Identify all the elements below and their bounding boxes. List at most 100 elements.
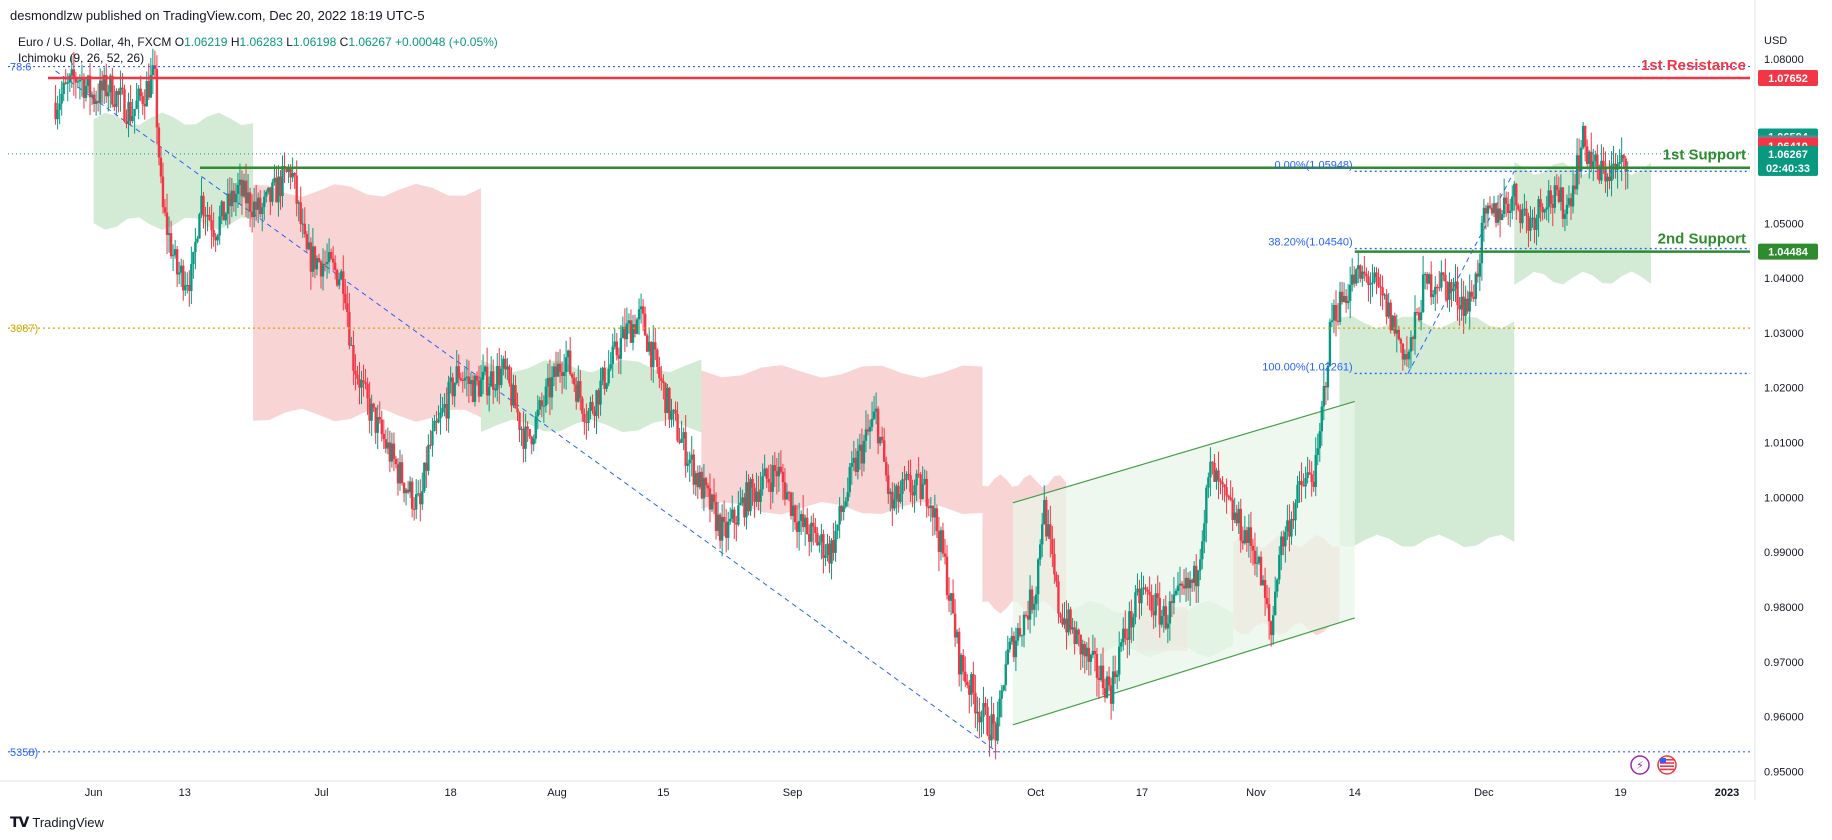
candle-body xyxy=(1134,592,1137,618)
candle-body xyxy=(96,100,100,103)
candle-body xyxy=(1124,628,1127,639)
candle-body xyxy=(996,717,999,741)
candle-body xyxy=(1091,650,1095,655)
candle-body xyxy=(1624,158,1627,172)
candle-body xyxy=(1553,185,1556,208)
candle-body xyxy=(1513,183,1516,197)
candle-body xyxy=(1296,484,1299,503)
candle-body xyxy=(1466,298,1469,312)
candle-body xyxy=(1474,273,1477,299)
candle-body xyxy=(1502,197,1506,215)
candle-body xyxy=(968,685,971,695)
candle-body xyxy=(731,509,734,519)
candle-body xyxy=(625,323,629,340)
candle-body xyxy=(265,191,268,197)
candle-body xyxy=(500,368,503,386)
candle-body xyxy=(692,454,695,485)
candle-body xyxy=(111,75,114,105)
candle-body xyxy=(779,466,783,472)
candle-body xyxy=(1211,461,1214,463)
candle-body xyxy=(1515,183,1518,206)
candle-body xyxy=(485,366,489,396)
candle-body xyxy=(962,654,965,672)
fib-retracement-label: 100.00%(1.02261) xyxy=(1262,361,1353,373)
candle-body xyxy=(1201,541,1204,560)
candle-body xyxy=(672,409,675,411)
candle-body xyxy=(1081,644,1084,655)
ichimoku-legend[interactable]: Ichimoku (9, 26, 52, 26) xyxy=(18,51,145,65)
candle-body xyxy=(1288,520,1291,537)
candle-body xyxy=(66,82,69,84)
candle-body xyxy=(520,428,523,430)
candle-body xyxy=(566,350,570,358)
low-label: L xyxy=(286,35,293,49)
fib-retracement-layer: 0.00%(1.05948) 38.20%(1.04540) 100.00%(1.0… xyxy=(8,153,1750,375)
tradingview-branding[interactable]: 𝗧𝗩 TradingView xyxy=(10,814,104,831)
candle-body xyxy=(390,443,394,462)
candle-body xyxy=(844,501,847,507)
candle-body xyxy=(678,440,681,443)
candle-body xyxy=(1286,520,1289,532)
candle-body xyxy=(1324,386,1328,388)
candle-body xyxy=(595,390,598,417)
candle-body xyxy=(562,372,566,377)
candle-body xyxy=(1427,274,1431,284)
candle-body xyxy=(157,127,161,158)
candle-body xyxy=(1020,635,1024,637)
candle-body xyxy=(483,366,487,372)
candle-body xyxy=(656,349,659,367)
candle-body xyxy=(1205,487,1208,524)
candle-body xyxy=(1146,589,1149,592)
candle-body xyxy=(686,463,689,466)
candle-body xyxy=(78,79,82,82)
symbol-name[interactable]: Euro / U.S. Dollar, 4h, FXCM xyxy=(18,35,172,49)
candle-body xyxy=(1195,565,1198,587)
candle-body xyxy=(554,366,558,377)
candle-body xyxy=(771,465,774,492)
lightning-event-icon[interactable] xyxy=(1630,755,1650,775)
candle-body xyxy=(785,492,789,500)
candle-body xyxy=(1419,312,1423,321)
candle-body xyxy=(1190,579,1194,583)
candle-body xyxy=(329,251,333,259)
candle-body xyxy=(1430,274,1433,298)
candle-body xyxy=(1351,274,1354,285)
candle-body xyxy=(1243,530,1247,544)
candle-body xyxy=(119,87,122,95)
candle-body xyxy=(994,723,997,741)
fib-trend-line xyxy=(55,70,998,753)
candle-body xyxy=(291,173,294,178)
candle-body xyxy=(593,410,596,417)
price-axis[interactable]: USD 1.08000 1.05000 1.04000 1.03000 1.02000 1.… xyxy=(1754,0,1804,800)
candle-body xyxy=(1336,320,1340,322)
candle-body xyxy=(1622,155,1625,159)
candle-body xyxy=(599,380,602,405)
lightning-glyph: ⚡ xyxy=(1636,759,1644,772)
candle-body xyxy=(609,364,612,369)
levels-layer: 78.6 3087) 5358) 1st Resistance 1st Support 2… xyxy=(8,57,1750,759)
candle-body xyxy=(1223,484,1226,488)
candle-body xyxy=(167,233,171,235)
candle-body xyxy=(1142,587,1145,589)
candle-body xyxy=(1523,208,1526,210)
candle-body xyxy=(94,100,98,104)
time-tick-label: 18 xyxy=(445,787,457,799)
candle-body xyxy=(129,102,132,122)
candle-body xyxy=(992,714,995,724)
candle-body xyxy=(1314,455,1317,487)
candle-body xyxy=(494,389,497,391)
candle-body xyxy=(431,430,434,446)
candle-body xyxy=(1182,585,1186,589)
candle-body xyxy=(473,375,477,402)
candle-body xyxy=(617,355,621,359)
candle-body xyxy=(933,508,937,518)
candle-body xyxy=(739,502,742,506)
candle-body xyxy=(538,400,541,410)
candle-body xyxy=(1016,628,1020,641)
candle-body xyxy=(1164,606,1168,629)
candle-body xyxy=(605,383,608,389)
time-axis[interactable]: Jun 13 Jul 18 Aug 15 Sep 19 Oct 17 Nov 14 Dec 19 2023 xyxy=(0,780,1756,799)
candle-body xyxy=(1602,160,1605,167)
candle-body xyxy=(200,195,203,215)
